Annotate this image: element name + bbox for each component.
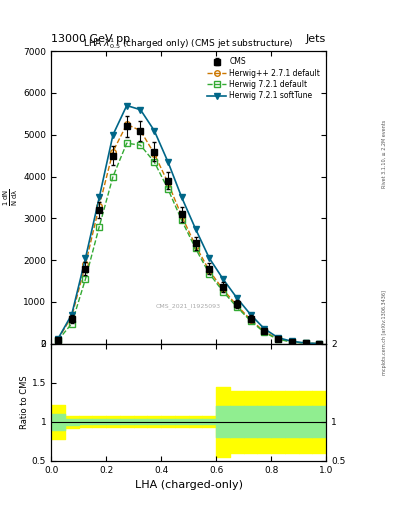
Legend: CMS, Herwig++ 2.7.1 default, Herwig 7.2.1 default, Herwig 7.2.1 softTune: CMS, Herwig++ 2.7.1 default, Herwig 7.2.… [205, 55, 322, 102]
Y-axis label: $\mathregular{\frac{1}{N}\frac{dN}{d\lambda}}$: $\mathregular{\frac{1}{N}\frac{dN}{d\lam… [2, 188, 20, 206]
Text: mcplots.cern.ch [arXiv:1306.3436]: mcplots.cern.ch [arXiv:1306.3436] [382, 290, 387, 375]
X-axis label: LHA (charged-only): LHA (charged-only) [135, 480, 242, 490]
Title: LHA $\lambda^1_{0.5}$ (charged only) (CMS jet substructure): LHA $\lambda^1_{0.5}$ (charged only) (CM… [83, 36, 294, 51]
Y-axis label: Ratio to CMS: Ratio to CMS [20, 375, 29, 429]
Text: CMS_2021_I1925093: CMS_2021_I1925093 [156, 303, 221, 309]
Text: Jets: Jets [306, 33, 326, 44]
Text: Rivet 3.1.10, ≥ 2.2M events: Rivet 3.1.10, ≥ 2.2M events [382, 119, 387, 188]
Text: 13000 GeV pp: 13000 GeV pp [51, 33, 130, 44]
